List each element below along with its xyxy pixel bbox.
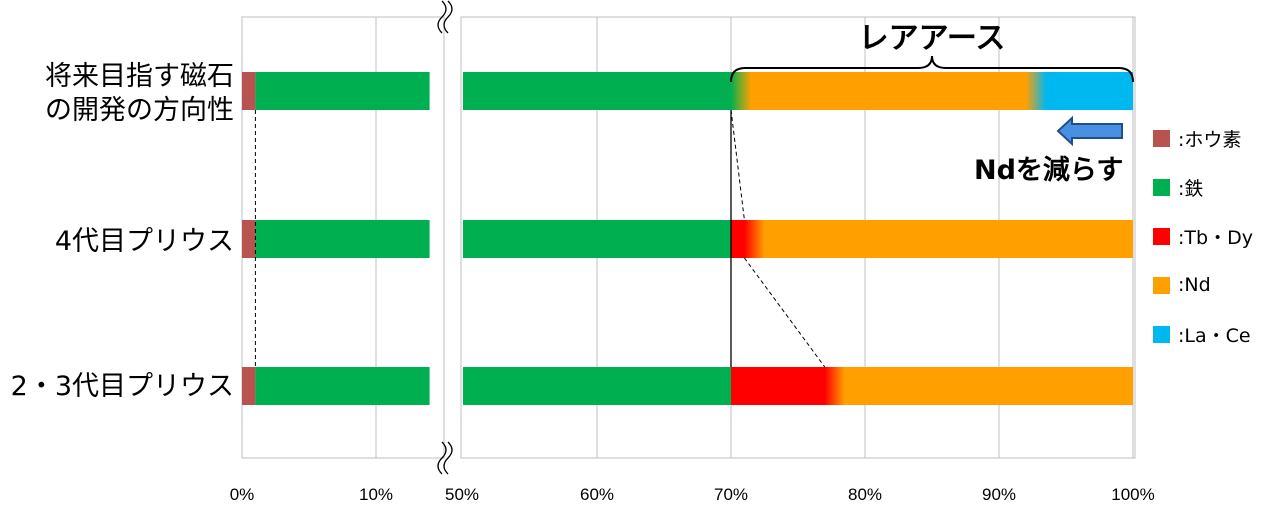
reduce-nd-label: Ndを減らす <box>974 155 1124 186</box>
bar-segment <box>463 367 1133 405</box>
category-label: の開発の方向性 <box>45 95 234 126</box>
bar-segment <box>255 220 430 258</box>
legend-swatch <box>1153 325 1170 343</box>
x-tick-label: 90% <box>982 485 1016 504</box>
legend-item: :鉄 <box>1153 177 1203 200</box>
legend-label: :La・Ce <box>1178 324 1251 347</box>
legend-label: :Nd <box>1178 274 1211 296</box>
legend-swatch <box>1153 178 1170 196</box>
legend-label: :ホウ素 <box>1178 128 1242 151</box>
bar-layer <box>242 72 1133 405</box>
bar-segment <box>242 72 256 110</box>
bar-segment <box>255 367 430 405</box>
legend-swatch <box>1153 276 1170 294</box>
x-tick-label: 0% <box>230 485 255 504</box>
left-arrow-icon <box>1056 115 1123 147</box>
x-tick-label: 10% <box>359 485 393 504</box>
x-tick-label: 60% <box>580 485 614 504</box>
axis-break-gap <box>445 1 460 33</box>
x-tick-label: 50% <box>445 485 479 504</box>
connector-tbdy-bottom <box>743 257 826 368</box>
bar-segment <box>255 72 430 110</box>
axis-break-mark <box>437 441 447 475</box>
legend-swatch <box>1153 227 1170 245</box>
category-label: 2・3代目プリウス <box>10 371 234 402</box>
bar-segment <box>242 220 256 258</box>
x-tick-label: 100% <box>1111 485 1154 504</box>
axis-break-mark <box>443 0 453 34</box>
category-label: 将来目指す磁石 <box>45 61 234 92</box>
legend-label: :Tb・Dy <box>1178 226 1253 249</box>
axis-break-gap <box>445 442 460 474</box>
bar-segment <box>463 72 1133 110</box>
bar-segment <box>463 220 1133 258</box>
tick-layer: 0% 10% 50% 60% 70% 80% 90% 100% <box>230 485 1155 504</box>
legend-item: :La・Ce <box>1153 324 1251 347</box>
rare-earth-brace <box>730 55 1134 83</box>
plot-frame-right <box>460 16 1136 459</box>
legend-label: :鉄 <box>1178 177 1204 200</box>
rare-earth-label: レアアース <box>859 21 1006 56</box>
legend-item: :Tb・Dy <box>1153 226 1253 249</box>
category-label: 4代目プリウス <box>54 226 234 257</box>
annotation-layer: レアアース <box>254 0 1134 475</box>
legend-swatch <box>1153 129 1170 147</box>
axis-break-mark <box>443 441 453 475</box>
connector-tbdy-top <box>730 109 745 221</box>
bar-segment <box>242 367 256 405</box>
x-tick-label: 70% <box>714 485 748 504</box>
axis-break-mark <box>437 0 447 34</box>
legend-item: :Nd <box>1153 274 1211 296</box>
x-tick-label: 80% <box>848 485 882 504</box>
legend-item: :ホウ素 <box>1153 128 1241 151</box>
